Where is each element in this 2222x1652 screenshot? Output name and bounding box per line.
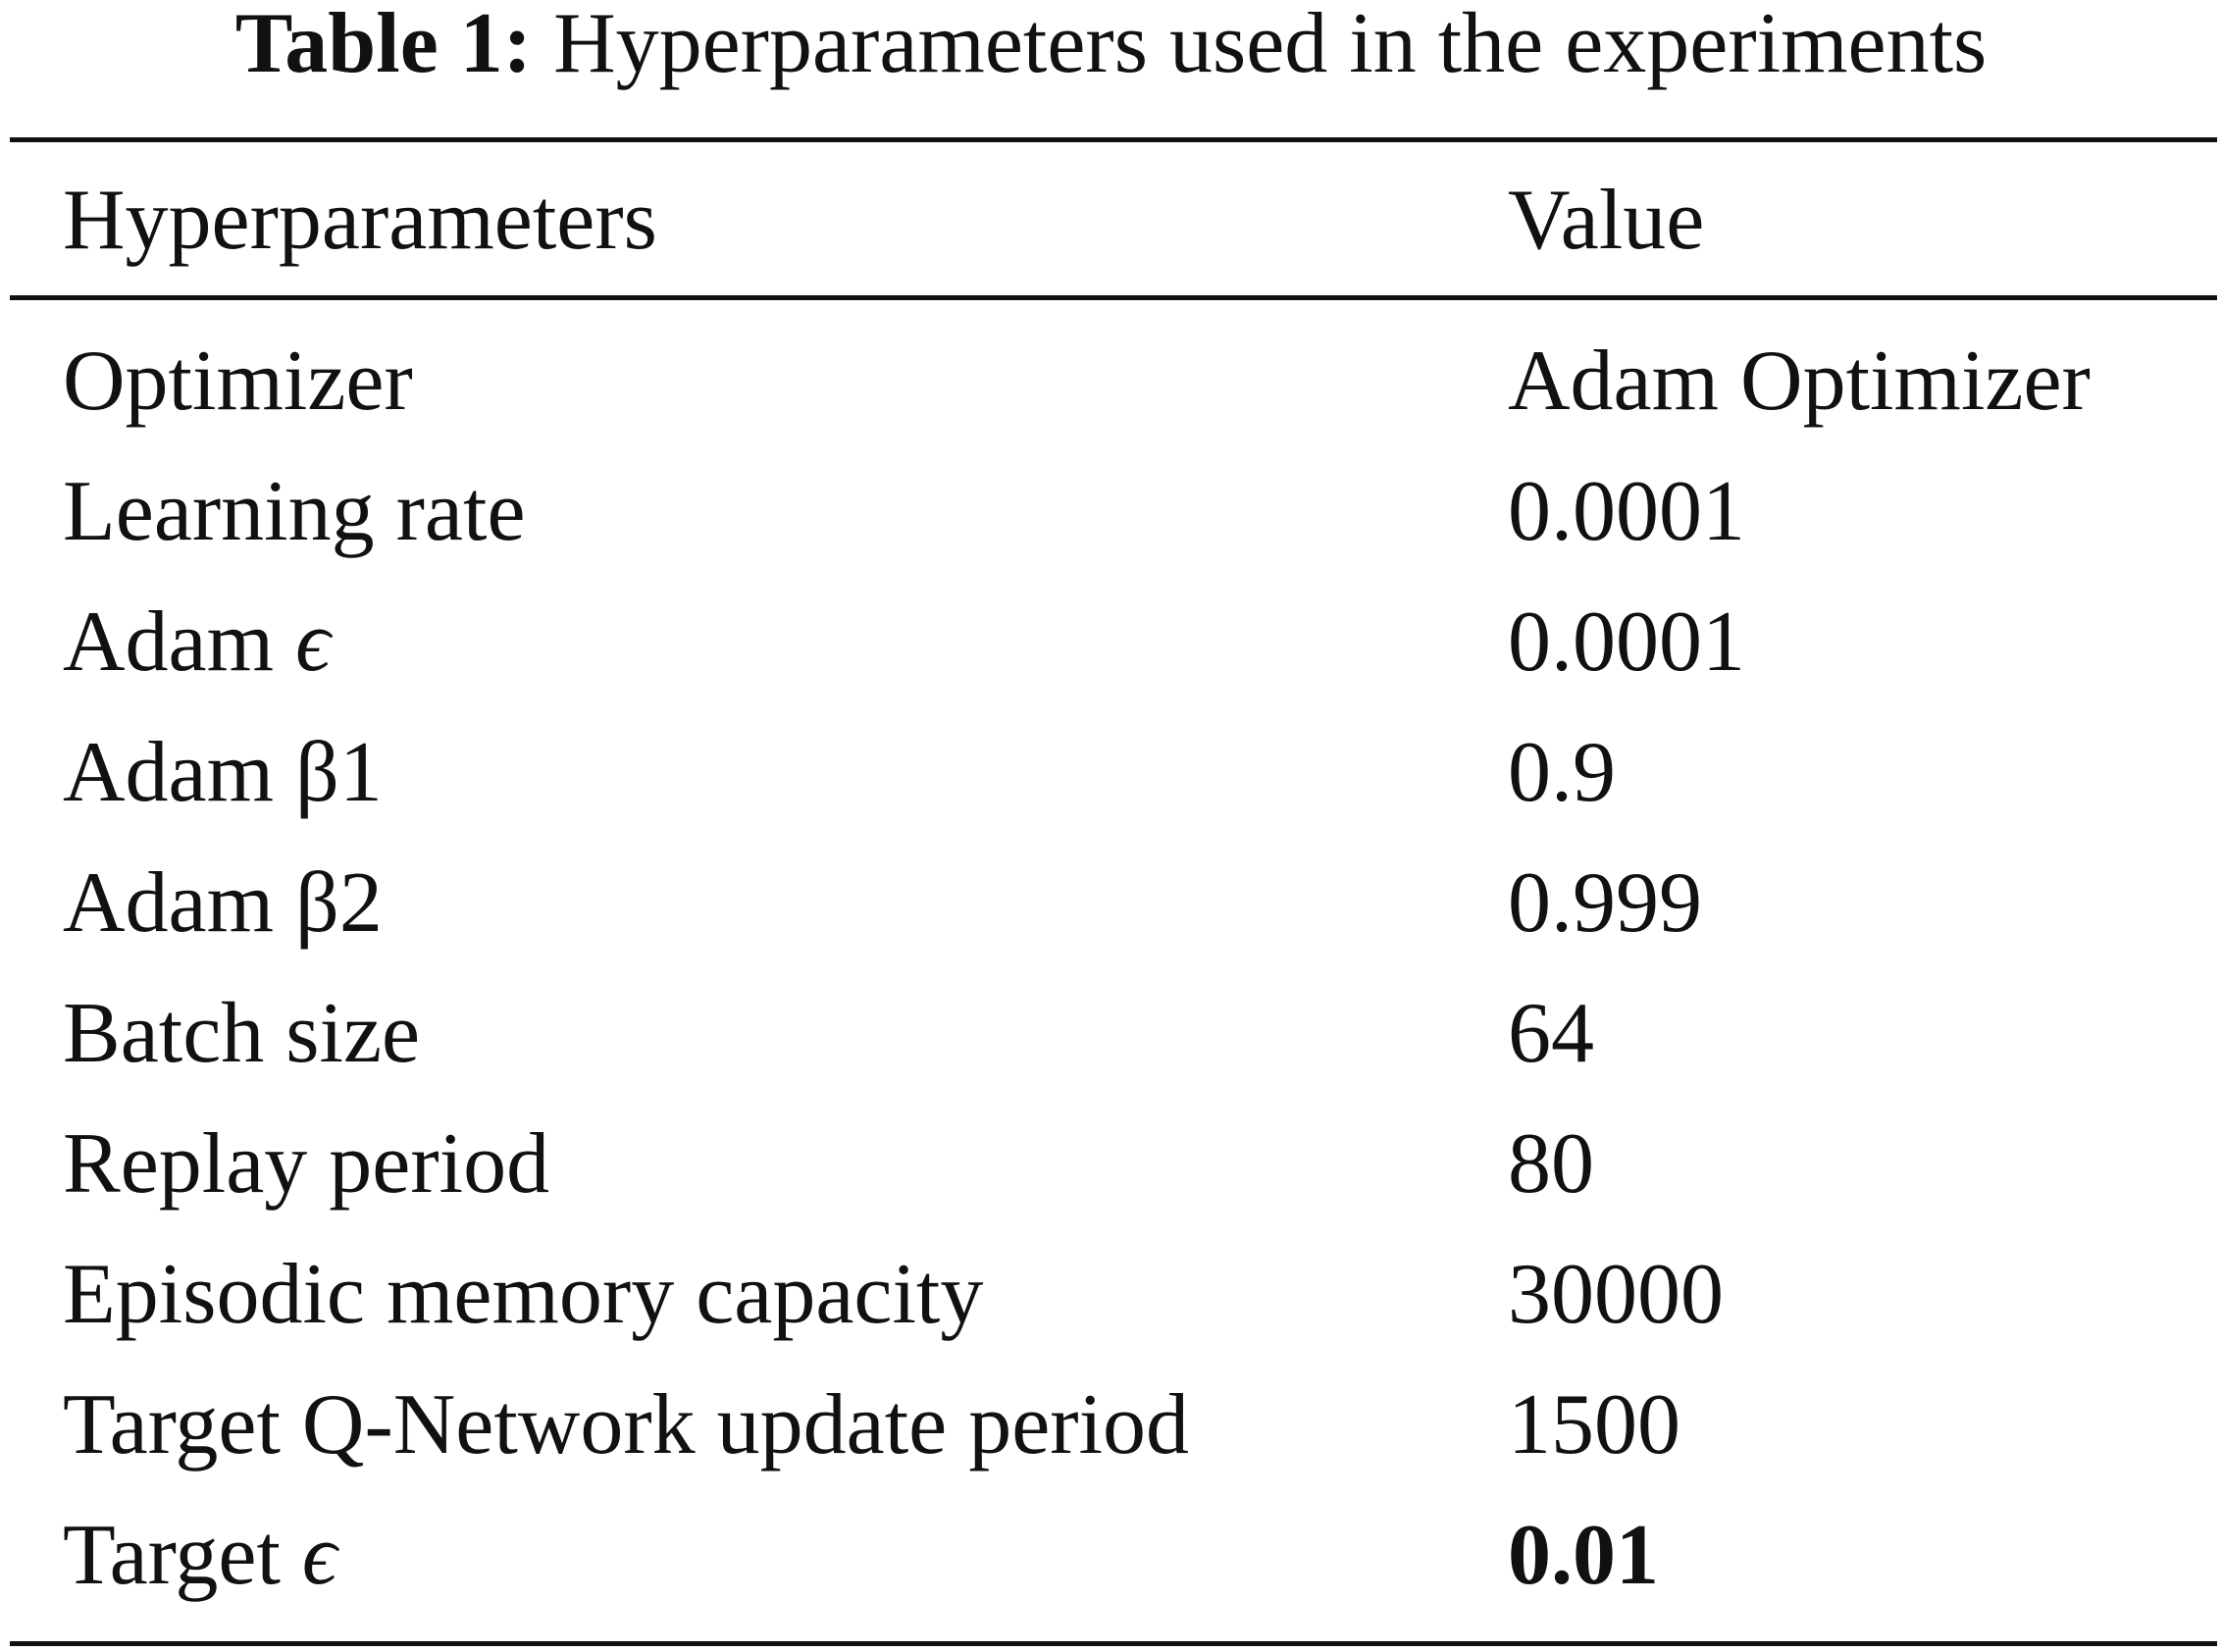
- row-optimizer-param: Optimizer: [63, 334, 413, 429]
- row-target-epsilon-prefix: Target: [63, 1508, 281, 1603]
- row-learning-rate-value: 0.0001: [1508, 464, 1745, 559]
- row-episodic-memory-value: 30000: [1508, 1247, 1724, 1342]
- row-adam-epsilon-prefix: Adam: [63, 594, 275, 690]
- epsilon-symbol: ϵ: [295, 594, 331, 690]
- row-target-epsilon-value: 0.01: [1508, 1508, 1659, 1603]
- table-caption: Table 1: Hyperparameters used in the exp…: [0, 0, 2222, 88]
- row-adam-beta1-value: 0.9: [1508, 725, 1616, 820]
- row-replay-period-param: Replay period: [63, 1116, 550, 1212]
- header-value: Value: [1508, 173, 1705, 268]
- row-batch-size-value: 64: [1508, 986, 1594, 1081]
- epsilon-symbol: ϵ: [301, 1508, 337, 1603]
- row-adam-epsilon-value: 0.0001: [1508, 594, 1745, 690]
- bottom-rule: [10, 1641, 2217, 1646]
- row-optimizer-value: Adam Optimizer: [1508, 334, 2091, 429]
- table-caption-label: Table 1:: [234, 0, 533, 91]
- header-rule: [10, 295, 2217, 300]
- row-adam-beta2-value: 0.999: [1508, 855, 1702, 951]
- row-replay-period-value: 80: [1508, 1116, 1594, 1212]
- row-adam-beta2-param: Adam β2: [63, 855, 383, 951]
- row-batch-size-param: Batch size: [63, 986, 421, 1081]
- row-adam-beta1-param: Adam β1: [63, 725, 383, 820]
- row-target-q-network-param: Target Q-Network update period: [63, 1377, 1190, 1472]
- row-target-q-network-value: 1500: [1508, 1377, 1680, 1472]
- row-learning-rate-param: Learning rate: [63, 464, 526, 559]
- top-rule: [10, 137, 2217, 142]
- row-adam-epsilon-param: Adam ϵ: [63, 577, 331, 707]
- header-hyperparameters: Hyperparameters: [63, 173, 657, 268]
- table-caption-text: Hyperparameters used in the experiments: [553, 0, 1988, 91]
- row-episodic-memory-param: Episodic memory capacity: [63, 1247, 984, 1342]
- row-target-epsilon-param: Target ϵ: [63, 1490, 336, 1621]
